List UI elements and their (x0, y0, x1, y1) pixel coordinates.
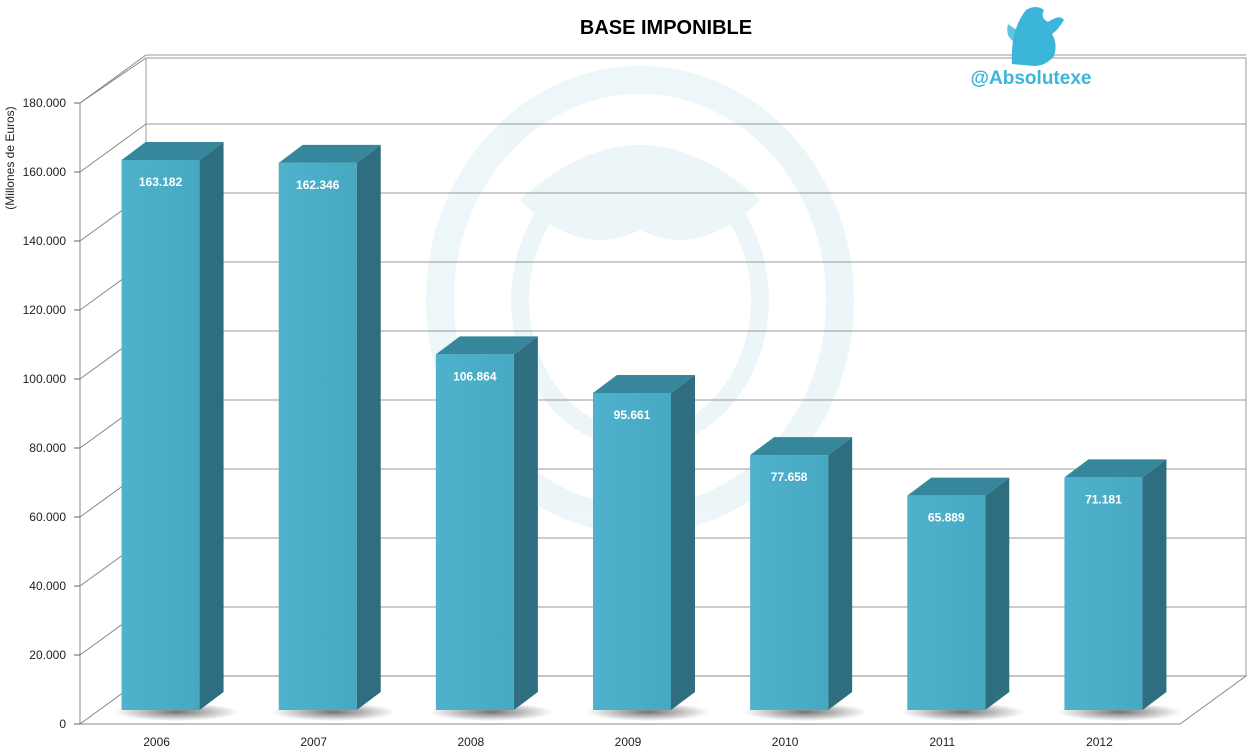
x-tick-label: 2012 (1086, 735, 1113, 749)
bar: 77.658 (750, 437, 853, 710)
chart-title: BASE IMPONIBLE (580, 17, 752, 39)
bar-front (907, 495, 986, 710)
y-tick-label: 140.000 (23, 234, 67, 248)
y-axis-label: (Millones de Euros) (3, 106, 17, 209)
bar: 65.889 (907, 477, 1010, 710)
data-label: 77.658 (771, 470, 808, 484)
y-axis-ticks: 0 20.000 40.000 60.000 80.000 100.000 120.000 1… (23, 96, 80, 731)
y-tick-label: 40.000 (29, 579, 66, 593)
branding: @Absolutexe (971, 7, 1092, 89)
y-tick-label: 60.000 (29, 510, 66, 524)
bar-front (121, 160, 200, 710)
x-tick-label: 2011 (929, 735, 955, 749)
bar: 95.661 (593, 374, 695, 710)
data-label: 163.182 (139, 175, 183, 189)
bars: 163.182 162.346 106.864 95.661 77.658 65.889 7… (121, 142, 1167, 710)
bar-side (671, 374, 695, 710)
bar: 162.346 (278, 144, 381, 710)
bar-side (199, 142, 224, 710)
gridline-side (79, 54, 147, 104)
bar-side (356, 144, 381, 710)
x-axis-ticks: 2006 2007 2008 2009 2010 2011 2012 (143, 735, 1113, 749)
gridline-side (79, 123, 147, 173)
bar-front (435, 354, 514, 710)
y-tick-label: 80.000 (29, 441, 66, 455)
data-label: 95.661 (614, 408, 651, 422)
y-tick-label: 160.000 (23, 165, 67, 179)
x-tick-label: 2010 (772, 735, 799, 749)
x-tick-label: 2009 (615, 735, 642, 749)
bar-front (750, 455, 829, 710)
bar-top (907, 477, 1010, 496)
bar-front (278, 162, 357, 710)
y-tick-label: 100.000 (23, 372, 67, 386)
bar-front (593, 392, 671, 710)
y-tick-label: 120.000 (23, 303, 67, 317)
bar-side (513, 336, 538, 710)
y-tick-label: 180.000 (23, 96, 67, 110)
bar-top (278, 144, 381, 163)
brand-handle: @Absolutexe (971, 68, 1092, 89)
data-label: 65.889 (928, 511, 965, 525)
data-label: 71.181 (1085, 492, 1122, 506)
bar-top (750, 437, 853, 456)
bar-side (1142, 459, 1167, 710)
bar-front (1064, 477, 1143, 710)
y-tick-label: 20.000 (29, 648, 66, 662)
bar-side (828, 437, 853, 710)
bar: 163.182 (121, 142, 224, 710)
bar: 71.181 (1064, 459, 1167, 710)
bar-top (593, 374, 695, 393)
bar: 106.864 (435, 336, 538, 710)
data-label: 106.864 (453, 369, 497, 383)
bar-top (1064, 459, 1167, 478)
bar-top (121, 142, 224, 161)
griffin-logo-icon (1007, 7, 1064, 66)
x-tick-label: 2007 (300, 735, 327, 749)
bar-top (435, 336, 538, 355)
x-tick-label: 2008 (458, 735, 485, 749)
data-label: 162.346 (296, 178, 340, 192)
x-tick-label: 2006 (143, 735, 170, 749)
bar-side (985, 477, 1010, 710)
y-tick-label: 0 (59, 717, 66, 731)
